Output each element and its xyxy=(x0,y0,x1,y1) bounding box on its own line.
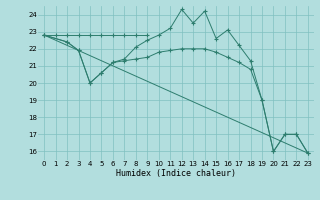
X-axis label: Humidex (Indice chaleur): Humidex (Indice chaleur) xyxy=(116,169,236,178)
